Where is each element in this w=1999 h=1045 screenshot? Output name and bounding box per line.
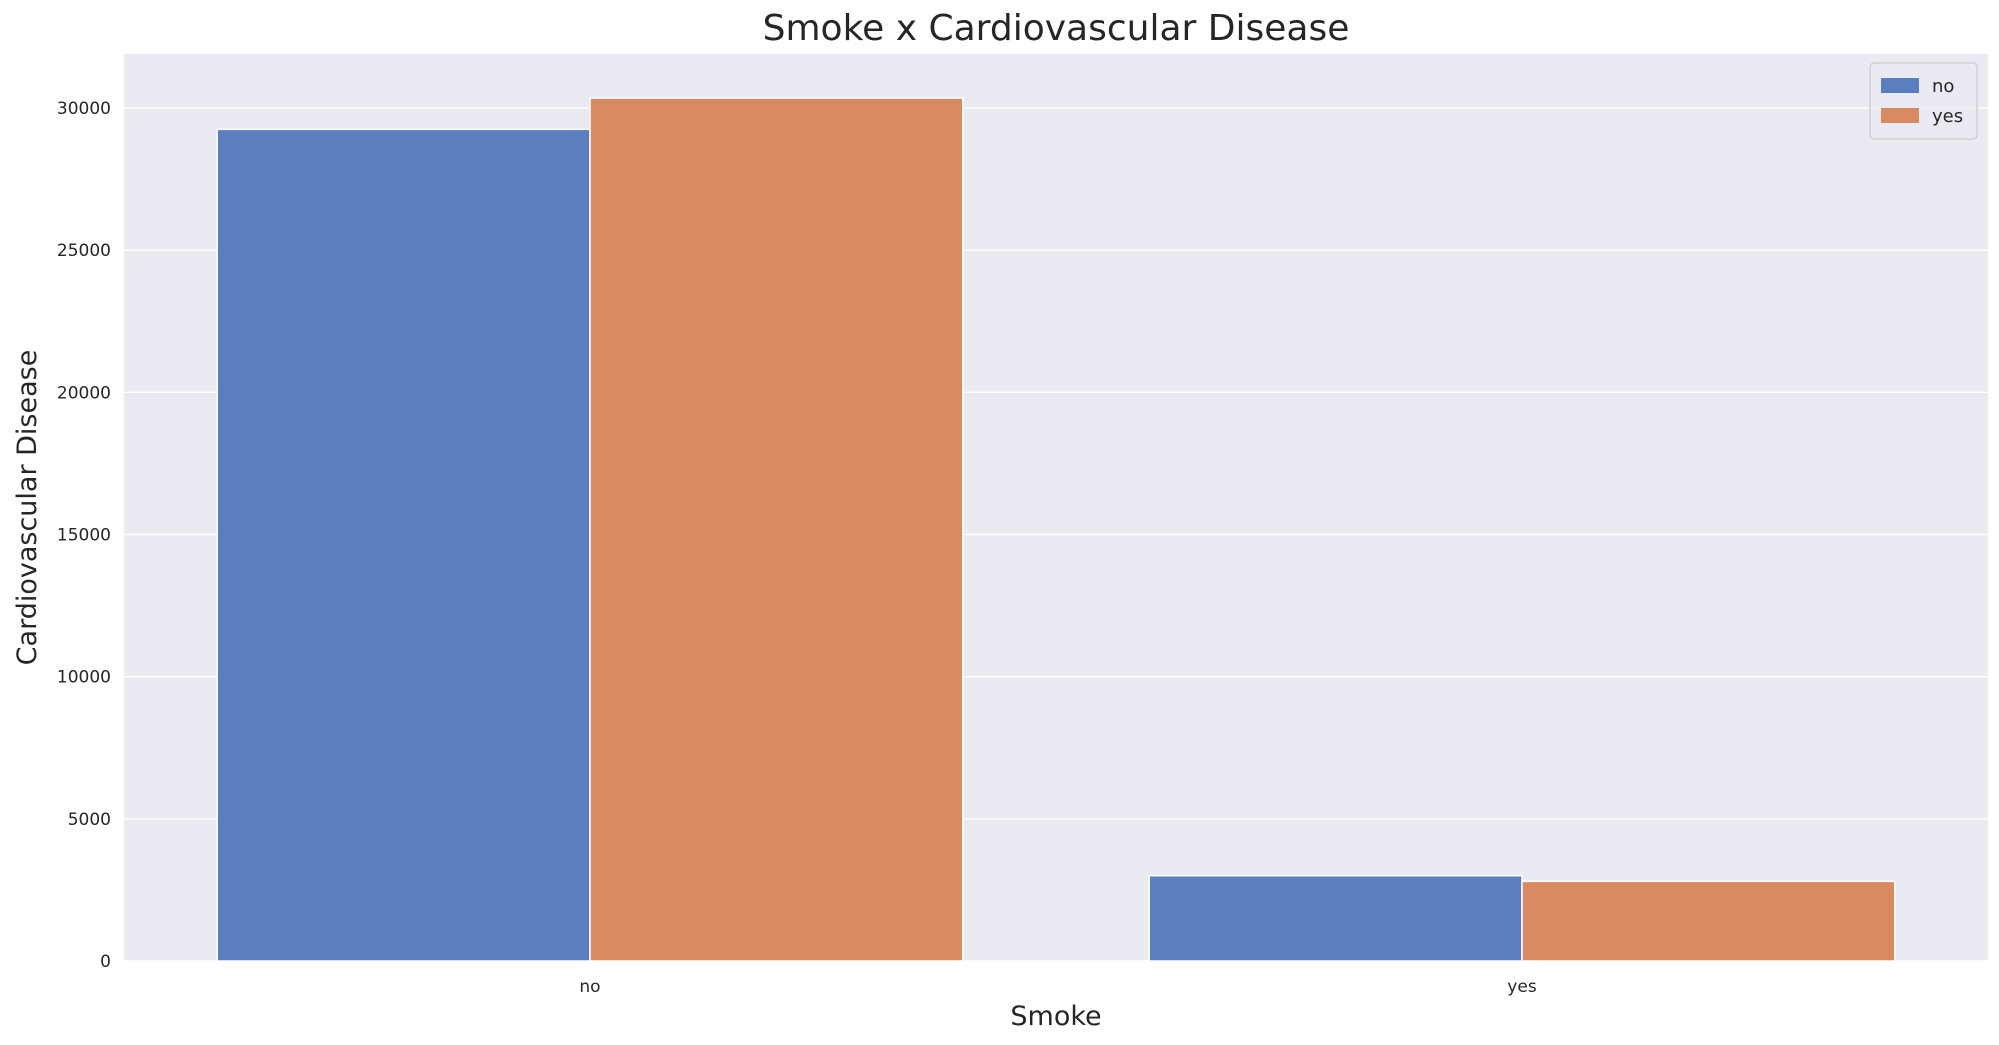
- bar-yes-no: [1148, 874, 1523, 962]
- legend-label-yes: yes: [1932, 106, 1963, 127]
- y-axis-ticks: 0 5000 10000 15000 20000 25000 30000: [57, 99, 111, 972]
- y-tick-label: 0: [100, 952, 111, 972]
- y-axis-label: Cardiovascular Disease: [12, 350, 43, 666]
- chart-title: Smoke x Cardiovascular Disease: [763, 8, 1350, 49]
- y-tick-label: 30000: [57, 99, 111, 119]
- x-tick-label: yes: [1507, 977, 1537, 997]
- legend-frame: [1869, 62, 1978, 140]
- y-tick-label: 20000: [57, 383, 111, 403]
- bars: [216, 97, 1896, 962]
- bar-no-no: [216, 128, 591, 962]
- legend-swatch-no: [1881, 78, 1919, 93]
- x-axis-label: Smoke: [1010, 1001, 1101, 1032]
- x-tick-label: no: [579, 977, 600, 997]
- y-tick-label: 10000: [57, 668, 111, 688]
- y-tick-label: 25000: [57, 241, 111, 261]
- bar-yes-yes: [1521, 880, 1896, 962]
- legend: no yes: [1869, 62, 1978, 140]
- legend-label-no: no: [1932, 76, 1954, 97]
- legend-items: no yes: [1881, 76, 1963, 127]
- x-axis-ticks: no yes: [579, 977, 1536, 997]
- bar-no-yes: [589, 97, 964, 962]
- y-tick-label: 15000: [57, 526, 111, 546]
- y-tick-label: 5000: [68, 810, 111, 830]
- legend-swatch-yes: [1881, 108, 1919, 123]
